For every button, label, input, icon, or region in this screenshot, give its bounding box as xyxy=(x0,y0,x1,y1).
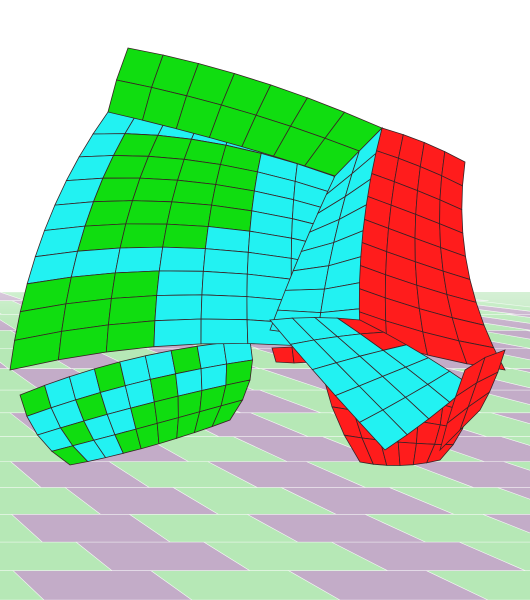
mesh-face xyxy=(426,443,454,464)
floor-tile xyxy=(459,541,530,571)
mesh-face xyxy=(105,320,156,353)
mesh-face xyxy=(202,248,249,275)
mesh-face xyxy=(156,270,204,296)
lower-right-red-cap xyxy=(439,349,506,452)
mesh-face xyxy=(153,318,202,348)
mesh-face xyxy=(271,346,295,364)
mesh-face xyxy=(77,223,127,252)
mesh-face xyxy=(154,294,203,322)
floor-tile xyxy=(12,570,193,600)
mesh-face xyxy=(166,201,213,227)
floor-tile xyxy=(150,570,341,600)
left-fringe xyxy=(19,339,253,466)
center-band xyxy=(269,126,383,337)
mesh-face xyxy=(204,226,251,253)
mesh-face xyxy=(211,399,244,428)
mesh-face xyxy=(110,270,160,299)
mesh-face xyxy=(70,247,121,278)
floor-tile xyxy=(501,436,530,446)
mesh-face xyxy=(277,288,325,314)
mesh-face xyxy=(158,246,206,272)
mesh-face xyxy=(171,179,217,206)
lower-right-block xyxy=(269,317,471,451)
floor-tile xyxy=(365,514,530,543)
top-cap xyxy=(107,47,383,177)
floor-tile xyxy=(389,487,530,515)
floor-tile xyxy=(497,487,530,500)
mesh-face xyxy=(119,223,168,249)
floor-tile xyxy=(512,368,530,373)
mesh-face xyxy=(200,318,249,345)
mesh-face xyxy=(125,200,173,225)
deformed-mesh-object xyxy=(9,47,506,466)
right-side-red xyxy=(344,127,506,371)
mesh-face xyxy=(131,177,179,203)
mesh-face xyxy=(201,270,248,298)
floor-tile xyxy=(491,412,530,424)
mesh-face xyxy=(162,223,209,250)
floor-tile xyxy=(287,570,489,600)
mesh-face xyxy=(114,246,164,274)
floor-tile xyxy=(0,570,45,600)
floor-tile xyxy=(405,461,530,488)
mesh-face xyxy=(107,295,158,326)
mesh-face xyxy=(459,391,490,431)
floor-tile xyxy=(503,461,530,471)
mesh-face xyxy=(200,294,248,321)
floor-tile xyxy=(426,570,530,600)
